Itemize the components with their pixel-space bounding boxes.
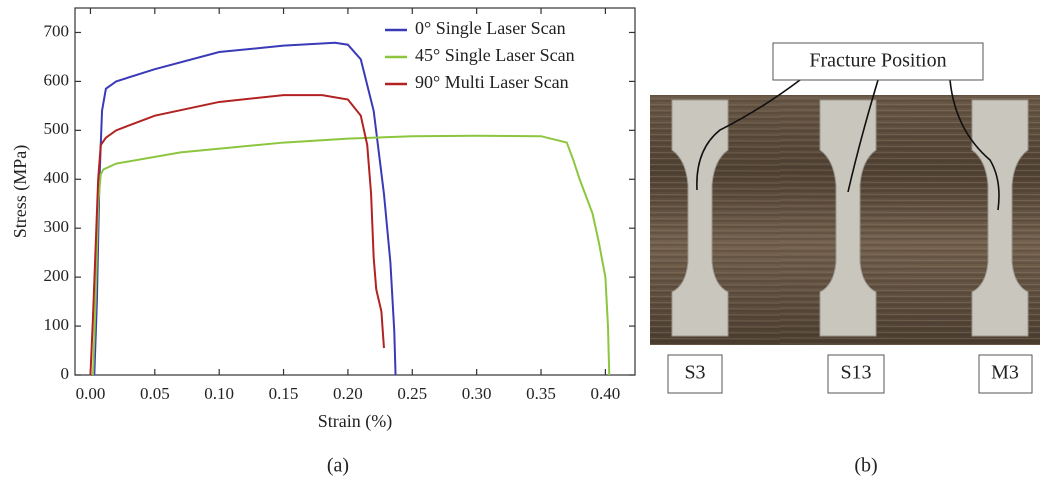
series-line bbox=[93, 41, 397, 376]
y-tick-label: 100 bbox=[44, 315, 70, 334]
x-tick-label: 0.10 bbox=[204, 384, 234, 403]
x-tick-label: 0.25 bbox=[397, 384, 427, 403]
arrow bbox=[949, 79, 1000, 211]
x-tick-label: 0.40 bbox=[591, 384, 621, 403]
y-tick-label: 700 bbox=[44, 21, 70, 40]
legend-label: 0° Single Laser Scan bbox=[415, 18, 566, 38]
label-box bbox=[978, 354, 1033, 394]
plot-frame bbox=[74, 7, 636, 376]
label-box bbox=[827, 354, 885, 394]
x-tick-label: 0.15 bbox=[269, 384, 299, 403]
x-tick-label: 0.35 bbox=[526, 384, 556, 403]
x-axis-label: Strain (%) bbox=[318, 411, 392, 432]
x-tick-label: 0.00 bbox=[76, 384, 106, 403]
specimen-label: S13 bbox=[840, 362, 871, 384]
x-tick-label: 0.30 bbox=[462, 384, 492, 403]
annotation-box bbox=[772, 42, 984, 81]
label-box bbox=[667, 354, 723, 394]
y-tick-label: 400 bbox=[44, 168, 70, 187]
panel-label: (a) bbox=[327, 455, 349, 477]
y-tick-label: 300 bbox=[44, 217, 70, 236]
specimen bbox=[971, 99, 1029, 337]
annotation: Fracture Position bbox=[809, 50, 946, 72]
y-tick-label: 500 bbox=[44, 119, 70, 138]
specimen bbox=[671, 99, 729, 337]
legend-label: 45° Single Laser Scan bbox=[415, 45, 575, 65]
x-tick-label: 0.05 bbox=[140, 384, 170, 403]
x-tick-label: 0.20 bbox=[333, 384, 363, 403]
series-line bbox=[89, 94, 385, 376]
legend-label: 90° Multi Laser Scan bbox=[415, 72, 569, 92]
specimen bbox=[819, 99, 877, 337]
panel-label: (b) bbox=[854, 455, 877, 477]
arrow bbox=[847, 79, 879, 193]
specimen-label: S3 bbox=[684, 362, 705, 384]
y-tick-label: 200 bbox=[44, 266, 70, 285]
y-axis-label: Stress (MPa) bbox=[10, 145, 31, 239]
y-tick-label: 0 bbox=[61, 364, 70, 383]
series-line bbox=[92, 134, 611, 376]
y-tick-label: 600 bbox=[44, 70, 70, 89]
arrow bbox=[696, 79, 801, 191]
specimen-label: M3 bbox=[991, 362, 1019, 384]
